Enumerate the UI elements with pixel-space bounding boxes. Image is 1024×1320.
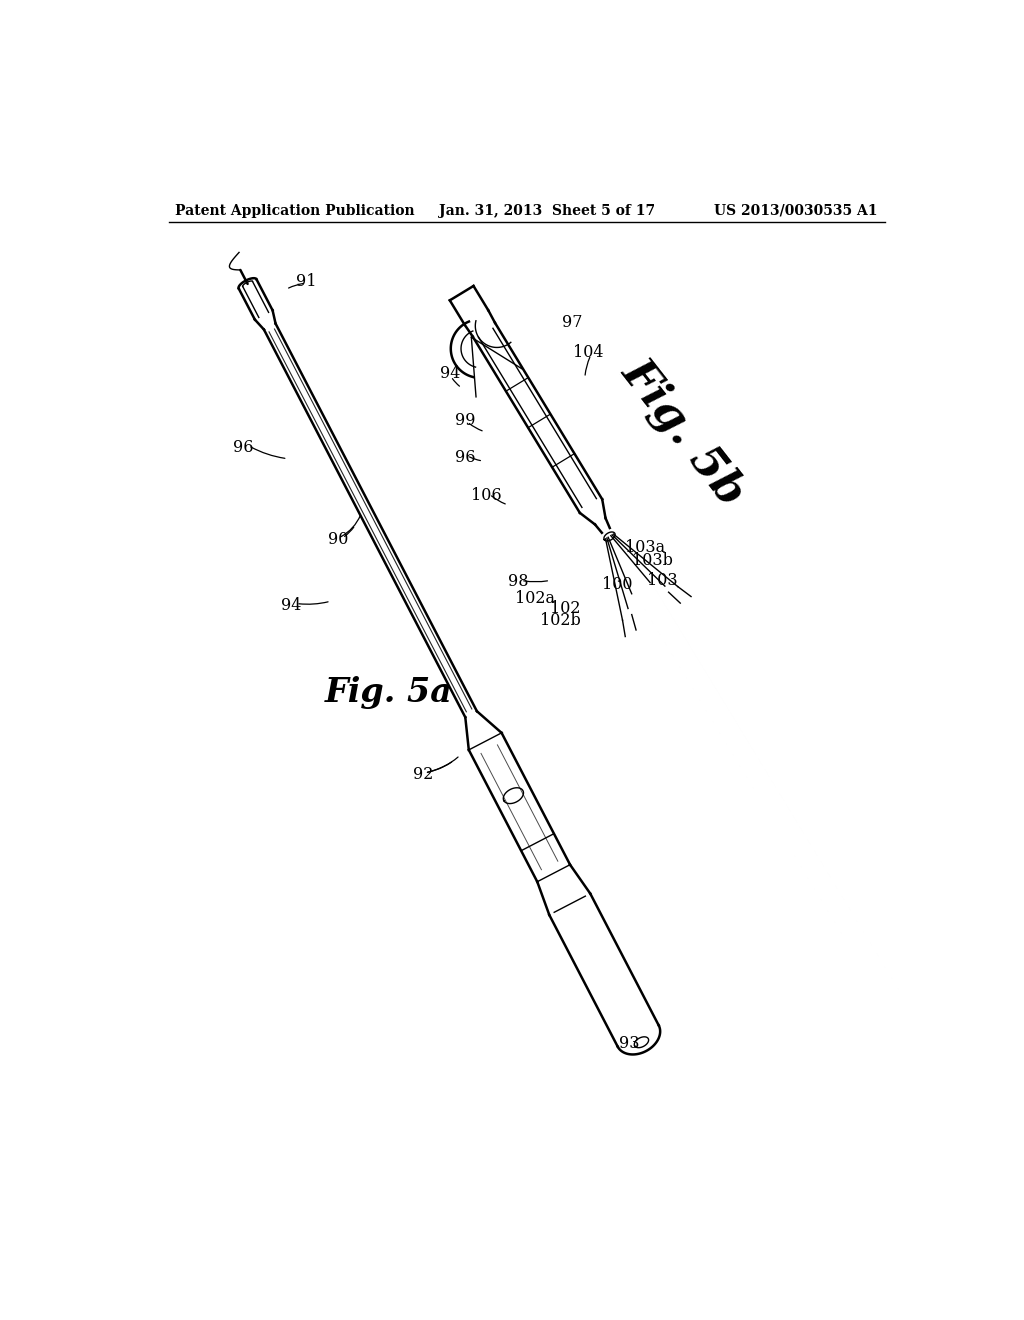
- Text: US 2013/0030535 A1: US 2013/0030535 A1: [714, 203, 878, 218]
- Text: 103: 103: [646, 572, 677, 589]
- Text: 94: 94: [281, 597, 301, 614]
- Text: Fig. 5b: Fig. 5b: [613, 350, 754, 513]
- Text: Patent Application Publication: Patent Application Publication: [175, 203, 415, 218]
- Text: 100: 100: [602, 576, 633, 593]
- Text: 92: 92: [413, 766, 433, 783]
- Text: 96: 96: [456, 449, 476, 466]
- Text: 102b: 102b: [540, 612, 581, 628]
- Text: 104: 104: [572, 345, 603, 360]
- Text: 93: 93: [620, 1035, 640, 1052]
- Text: 102: 102: [550, 601, 581, 618]
- Text: Jan. 31, 2013  Sheet 5 of 17: Jan. 31, 2013 Sheet 5 of 17: [438, 203, 654, 218]
- Text: Fig. 5a: Fig. 5a: [325, 676, 453, 709]
- Text: 91: 91: [296, 273, 316, 290]
- Text: 106: 106: [471, 487, 502, 504]
- Text: 96: 96: [233, 438, 254, 455]
- Text: 98: 98: [508, 573, 528, 590]
- Text: 94: 94: [440, 366, 461, 383]
- Text: 102a: 102a: [515, 590, 555, 607]
- Text: 103b: 103b: [632, 552, 673, 569]
- Text: 90: 90: [329, 531, 348, 548]
- Text: 99: 99: [456, 412, 476, 429]
- Text: 103a: 103a: [625, 539, 665, 556]
- Text: 97: 97: [561, 314, 582, 331]
